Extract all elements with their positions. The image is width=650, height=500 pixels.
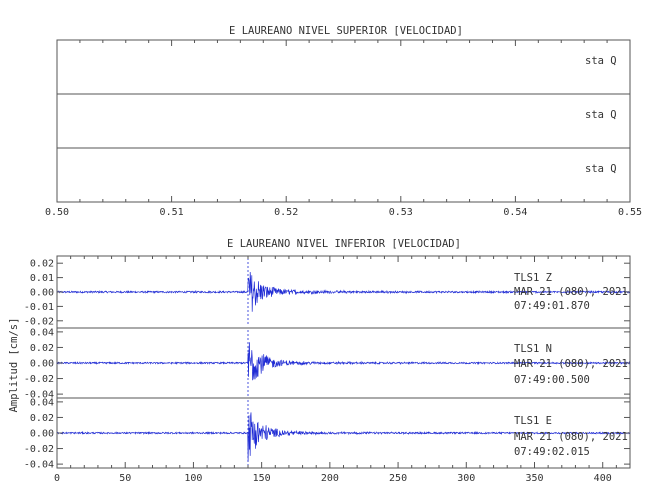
y-tick-label: -0.02 xyxy=(24,316,54,327)
x-tick-label: 50 xyxy=(119,473,131,484)
top-panel-label: sta Q xyxy=(585,109,617,121)
y-tick-label: -0.02 xyxy=(24,444,54,455)
x-tick-label: 0.55 xyxy=(618,207,642,218)
panel-date-label: MAR 21 (080), 2021 xyxy=(514,431,628,443)
x-tick-label: 0.50 xyxy=(45,207,69,218)
waveform-trace xyxy=(56,271,631,312)
y-axis-label: Amplitud [cm/s] xyxy=(8,318,20,413)
panel-date-label: MAR 21 (080), 2021 xyxy=(514,358,628,370)
x-tick-label: 250 xyxy=(389,473,407,484)
y-tick-label: 0.01 xyxy=(30,273,54,284)
top-plot-frame xyxy=(56,39,631,203)
x-tick-label: 400 xyxy=(594,473,612,484)
y-tick-label: 0.02 xyxy=(30,343,54,354)
bottom-y-axes: 0.020.010.00-0.01-0.020.040.020.00-0.02-… xyxy=(24,259,630,471)
x-tick-label: 300 xyxy=(457,473,475,484)
x-tick-label: 0 xyxy=(54,473,60,484)
x-tick-label: 100 xyxy=(184,473,202,484)
y-tick-label: -0.04 xyxy=(24,390,54,401)
x-tick-label: 350 xyxy=(525,473,543,484)
top-panel-label: sta Q xyxy=(585,55,617,67)
bottom-x-axis: 0 50 100 150 200 250 300 350 400 xyxy=(54,256,631,484)
top-chart: E LAUREANO NIVEL SUPERIOR [VELOCIDAD] st… xyxy=(45,25,642,218)
x-tick-label: 0.53 xyxy=(389,207,413,218)
panel-time-label: 07:49:01.870 xyxy=(514,300,590,312)
x-tick-label: 0.51 xyxy=(160,207,184,218)
panel-station-label: TLS1 N xyxy=(514,343,552,355)
x-tick-label: 200 xyxy=(321,473,339,484)
bottom-chart-title: E LAUREANO NIVEL INFERIOR [VELOCIDAD] xyxy=(227,238,461,250)
waveform-trace xyxy=(56,412,631,462)
waveform-trace xyxy=(56,342,631,381)
panel-date-label: MAR 21 (080), 2021 xyxy=(514,286,628,298)
panel-time-label: 07:49:02.015 xyxy=(514,446,590,458)
panel-time-label: 07:49:00.500 xyxy=(514,374,590,386)
y-tick-label: 0.00 xyxy=(30,429,54,440)
y-tick-label: 0.02 xyxy=(30,259,54,270)
panel-station-label: TLS1 E xyxy=(514,415,552,427)
x-tick-label: 150 xyxy=(253,473,271,484)
y-tick-label: -0.02 xyxy=(24,374,54,385)
y-tick-label: 0.02 xyxy=(30,413,54,424)
top-panel-label: sta Q xyxy=(585,163,617,175)
panel-station-label: TLS1 Z xyxy=(514,272,552,284)
x-tick-label: 0.54 xyxy=(503,207,527,218)
y-tick-label: 0.00 xyxy=(30,359,54,370)
bottom-chart: E LAUREANO NIVEL INFERIOR [VELOCIDAD] Am… xyxy=(8,238,631,484)
top-x-axis: 0.50 0.51 0.52 0.53 0.54 0.55 xyxy=(45,40,642,218)
y-tick-label: 0.04 xyxy=(30,327,54,338)
x-tick-label: 0.52 xyxy=(274,207,298,218)
y-tick-label: 0.00 xyxy=(30,288,54,299)
y-tick-label: -0.04 xyxy=(24,460,54,471)
waveform-traces xyxy=(56,258,631,466)
y-tick-label: -0.01 xyxy=(24,302,54,313)
top-chart-title: E LAUREANO NIVEL SUPERIOR [VELOCIDAD] xyxy=(229,25,463,37)
y-tick-label: 0.04 xyxy=(30,397,54,408)
